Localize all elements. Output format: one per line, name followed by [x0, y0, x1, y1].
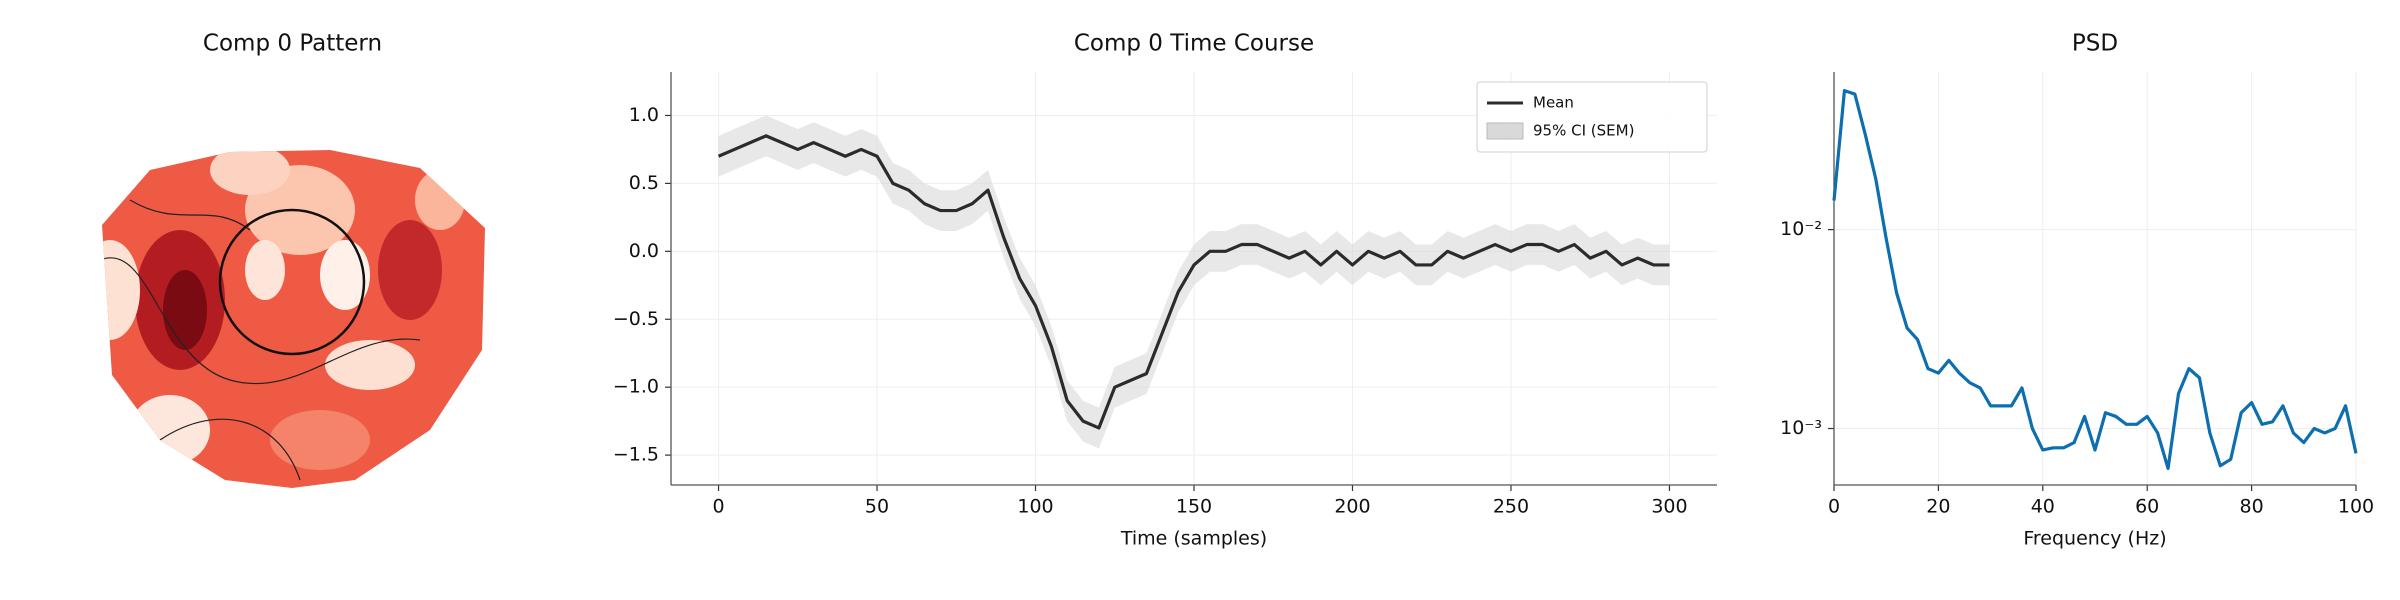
x-tick-label: 0 [1828, 496, 1840, 518]
x-tick-label: 60 [2135, 496, 2159, 518]
x-axis-label: Time (samples) [1120, 528, 1267, 550]
x-axis-label: Frequency (Hz) [2023, 528, 2166, 550]
legend-label: Mean [1533, 94, 1574, 112]
legend-label: 95% CI (SEM) [1533, 122, 1634, 140]
legend-swatch [1486, 122, 1524, 140]
y-tick-label: 10⁻² [1780, 218, 1822, 240]
x-tick-label: 200 [1334, 496, 1370, 518]
x-tick-label: 0 [712, 496, 724, 518]
x-tick-label: 300 [1651, 496, 1687, 518]
x-tick-label: 100 [2338, 496, 2374, 518]
x-tick-label: 80 [2240, 496, 2264, 518]
x-tick-label: 40 [2031, 496, 2055, 518]
x-tick-label: 20 [1926, 496, 1950, 518]
y-tick-label: −0.5 [613, 308, 659, 330]
x-tick-label: 150 [1176, 496, 1212, 518]
line [717, 134, 1670, 430]
y-tick-label: 0.0 [629, 240, 659, 262]
line [1832, 88, 2358, 471]
x-tick-label: 100 [1017, 496, 1053, 518]
y-tick-label: 0.5 [629, 172, 659, 194]
chart-title: PSD [2072, 31, 2118, 57]
head-outline [218, 208, 366, 356]
chart-title: Comp 0 Pattern [203, 31, 382, 57]
topomap-field [102, 150, 485, 488]
y-tick-label: −1.5 [613, 444, 659, 466]
topomap [102, 150, 485, 488]
y-tick-label: 1.0 [629, 104, 659, 126]
y-tick-label: −1.0 [613, 376, 659, 398]
chart-title: Comp 0 Time Course [1074, 31, 1314, 57]
legend-box [1476, 81, 1708, 153]
x-tick-label: 50 [865, 496, 889, 518]
x-tick-label: 250 [1493, 496, 1529, 518]
ci-band [718, 115, 1670, 449]
y-tick-label: 10⁻³ [1780, 417, 1822, 439]
